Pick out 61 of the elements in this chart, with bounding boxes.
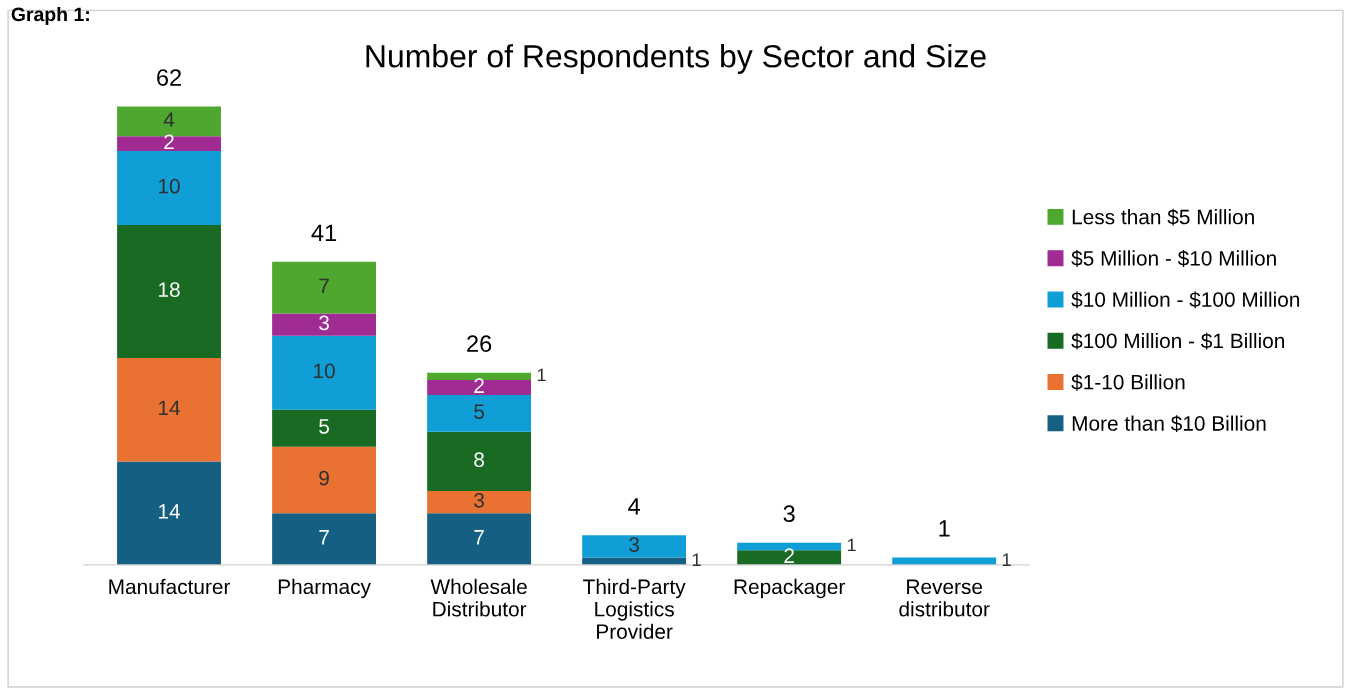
data-label: 7	[319, 278, 329, 294]
data-label: 14	[159, 504, 181, 519]
total-label: 4	[628, 498, 640, 515]
data-label: 10	[314, 363, 335, 379]
legend-label: More than $10 Billion	[1072, 415, 1266, 433]
data-label: 7	[474, 530, 484, 545]
total-label: 3	[783, 505, 795, 523]
data-label: 5	[474, 404, 485, 419]
total-label: 26	[467, 335, 492, 353]
bar	[427, 394, 532, 432]
bar	[427, 491, 532, 514]
data-label: 4	[163, 112, 175, 127]
bar	[117, 136, 221, 151]
data-label: 14	[159, 400, 181, 416]
bar	[582, 535, 687, 558]
bar	[117, 224, 221, 358]
data-label: 2	[784, 548, 794, 563]
bar	[117, 150, 221, 225]
data-label: 3	[629, 537, 640, 553]
x-tick-label: Third-Party Logistics Provider	[583, 578, 686, 639]
total-label: 1	[1002, 553, 1011, 566]
data-label: 1	[939, 520, 950, 537]
bar	[737, 550, 842, 565]
data-label: 2	[164, 134, 174, 149]
data-label: 2	[474, 378, 484, 393]
bar	[427, 431, 532, 491]
legend-label: $10 Million - $100 Million	[1071, 291, 1300, 309]
data-label: 1	[692, 553, 701, 566]
bar	[117, 357, 221, 462]
total-label: 62	[157, 69, 181, 86]
data-label: 8	[474, 452, 484, 468]
data-label: 3	[319, 315, 329, 331]
total-label: 41	[311, 224, 337, 241]
bar	[427, 513, 532, 565]
legend-label: Less than $5 Million	[1072, 208, 1254, 226]
data-label: 1	[847, 538, 856, 552]
x-tick-label: Repackager	[734, 578, 845, 599]
bar	[272, 409, 376, 447]
x-tick-label: Reverse distributor	[899, 579, 990, 617]
bar	[427, 380, 532, 395]
data-label: 7	[319, 530, 329, 545]
legend-label: $5 Million - $10 Million	[1071, 250, 1276, 267]
caption: Graph 1:	[11, 6, 89, 26]
x-tick-label: Pharmacy	[278, 578, 371, 599]
x-tick-label: Manufacturer	[109, 578, 231, 595]
bar	[272, 446, 376, 514]
bar	[272, 313, 376, 336]
bar	[272, 513, 376, 565]
data-label: 3	[474, 492, 484, 508]
x-tick-label: Wholesale Distributor	[430, 578, 527, 617]
data-label: 5	[319, 419, 329, 434]
data-label: 18	[159, 282, 180, 298]
chart-title: Number of Respondents by Sector and Size	[366, 44, 986, 74]
data-label: 1	[537, 368, 546, 382]
bar	[272, 335, 376, 410]
legend-label: $100 Million - $1 Billion	[1071, 332, 1285, 350]
data-label: 9	[319, 470, 329, 486]
bar	[117, 461, 221, 565]
bar	[272, 261, 376, 314]
data-label: 10	[159, 178, 180, 194]
legend-label: $1-10 Billion	[1071, 373, 1185, 391]
